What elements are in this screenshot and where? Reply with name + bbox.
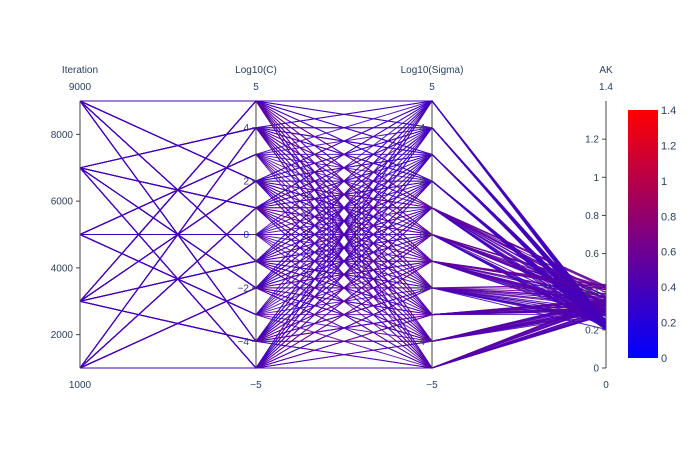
tick-label: 2000 [51,330,74,341]
tick-label: −4 [238,337,250,348]
colorbar-tick-label: 1.2 [661,140,676,152]
tick-label: 0.6 [585,249,599,260]
tick-label: −2 [238,283,250,294]
colorbar-tick-label: 1.4 [661,105,676,117]
axis-0: Iteration 9000 1000 2000 4000 6000 8000 [51,65,98,391]
axis-range-min: −5 [426,380,438,391]
tick-label: 0.4 [585,287,599,298]
colorbar: 0 0.2 0.4 0.6 0.8 1 1.2 1.4 [628,105,676,365]
axis-range-min: 0 [603,380,609,391]
colorbar-tick-label: 0.6 [661,247,676,259]
axis-range-max: 5 [429,82,435,93]
tick-label: 0 [593,364,599,375]
colorbar-tick-label: 0 [661,353,667,365]
tick-label: 4 [419,123,425,134]
axis-range-max: 1.4 [599,82,613,93]
tick-label: 2 [419,177,425,188]
polyline-layer [79,100,607,369]
tick-label: 0 [243,230,249,241]
tick-label: −4 [414,337,426,348]
axes-layer: Iteration900010002000400060008000Log10(C… [51,65,614,391]
axis-range-min: 1000 [69,380,92,391]
colorbar-gradient [628,110,658,358]
axis-title: Log10(C) [235,65,277,76]
tick-label: 4 [243,123,249,134]
series-line [80,100,607,324]
axis-3: AK 1.4 00 0.2 0.4 0.6 0.8 1 1.2 [585,65,613,391]
axis-title: Log10(Sigma) [401,65,464,76]
colorbar-tick-label: 0.2 [661,318,676,330]
tick-label: 1 [593,173,599,184]
series-line [79,100,607,329]
axis-range-min: −5 [250,380,262,391]
tick-label: 0.2 [585,325,599,336]
axis-range-max: 5 [253,82,259,93]
axis-title: AK [599,65,613,76]
tick-label: 6000 [51,197,74,208]
colorbar-tick-label: 1 [661,176,667,188]
tick-label: 4000 [51,263,74,274]
axis-range-max: 9000 [69,82,92,93]
colorbar-tick-label: 0.8 [661,211,676,223]
axis-2: Log10(Sigma) 5 −5 −4 −2 0 2 4 [401,65,464,391]
colorbar-tick-label: 0.4 [661,282,676,294]
tick-label: 0.8 [585,211,599,222]
tick-label: 1.2 [585,135,599,146]
axis-title: Iteration [62,65,98,76]
tick-label: −2 [414,283,426,294]
tick-label: 8000 [51,130,74,141]
tick-label: 2 [243,177,249,188]
tick-label: 0 [419,230,425,241]
axis-1: Log10(C) 5 −5 −4 −2 0 2 4 [235,65,277,391]
